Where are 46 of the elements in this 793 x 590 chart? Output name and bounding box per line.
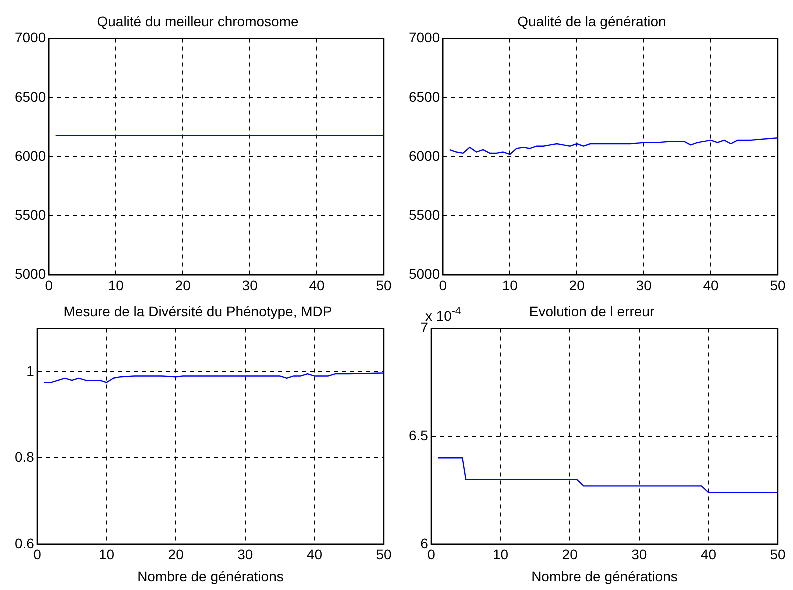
chart-title: Qualité du meilleur chromosome — [97, 13, 299, 30]
x-tick-label: 30 — [242, 277, 258, 294]
x-tick-label: 30 — [636, 277, 652, 294]
y-tick-label: 6000 — [14, 148, 46, 164]
x-tick-label: 40 — [703, 277, 720, 294]
x-tick-label: 0 — [428, 546, 436, 563]
x-tick-label: 30 — [632, 546, 648, 563]
x-axis-title: Nombre de générations — [138, 568, 284, 584]
y-tick-label: 7000 — [14, 30, 46, 46]
x-axis-title: Nombre de générations — [532, 568, 678, 584]
x-tick-label: 20 — [562, 546, 578, 563]
x-tick-label: 20 — [569, 277, 586, 294]
y-tick-label: 5000 — [14, 266, 46, 282]
x-tick-label: 20 — [168, 546, 184, 563]
x-tick-label: 40 — [309, 277, 326, 294]
y-tick-label: 7000 — [408, 30, 440, 46]
y-tick-label: 0.6 — [14, 535, 35, 552]
y-tick-label: 6.5 — [408, 427, 429, 444]
x-tick-label: 50 — [376, 277, 392, 294]
y-tick-label: 6500 — [14, 88, 46, 105]
y-tick-label: 6500 — [408, 88, 440, 105]
chart-title: Qualité de la génération — [518, 13, 666, 30]
chart-title: Evolution de l erreur — [529, 303, 655, 320]
x-tick-label: 30 — [238, 546, 254, 563]
y-tick-label: 5500 — [14, 206, 46, 223]
x-tick-label: 0 — [45, 277, 54, 294]
y-tick-label: 7 — [420, 320, 429, 336]
x-tick-label: 50 — [770, 546, 786, 563]
x-tick-label: 50 — [770, 277, 786, 294]
y-tick-label: 6000 — [408, 148, 440, 164]
x-tick-label: 10 — [502, 277, 518, 294]
x-tick-label: 10 — [108, 277, 124, 294]
y-tick-label: 0.8 — [14, 449, 35, 466]
x-tick-label: 40 — [306, 546, 323, 563]
y-tick-label: 1 — [26, 362, 35, 379]
x-tick-label: 0 — [34, 546, 42, 563]
x-tick-label: 10 — [492, 546, 509, 563]
x-tick-label: 20 — [175, 277, 192, 294]
x-tick-label: 10 — [98, 546, 115, 563]
x-tick-label: 40 — [700, 546, 717, 563]
chart-title: Mesure de la Divérsité du Phénotype, MDP — [64, 303, 332, 320]
x-tick-label: 50 — [376, 546, 392, 563]
y-tick-label: 5500 — [408, 206, 440, 223]
y-tick-label: 6 — [420, 535, 429, 552]
y-tick-label: 5000 — [408, 266, 440, 282]
x-tick-label: 0 — [439, 277, 448, 294]
